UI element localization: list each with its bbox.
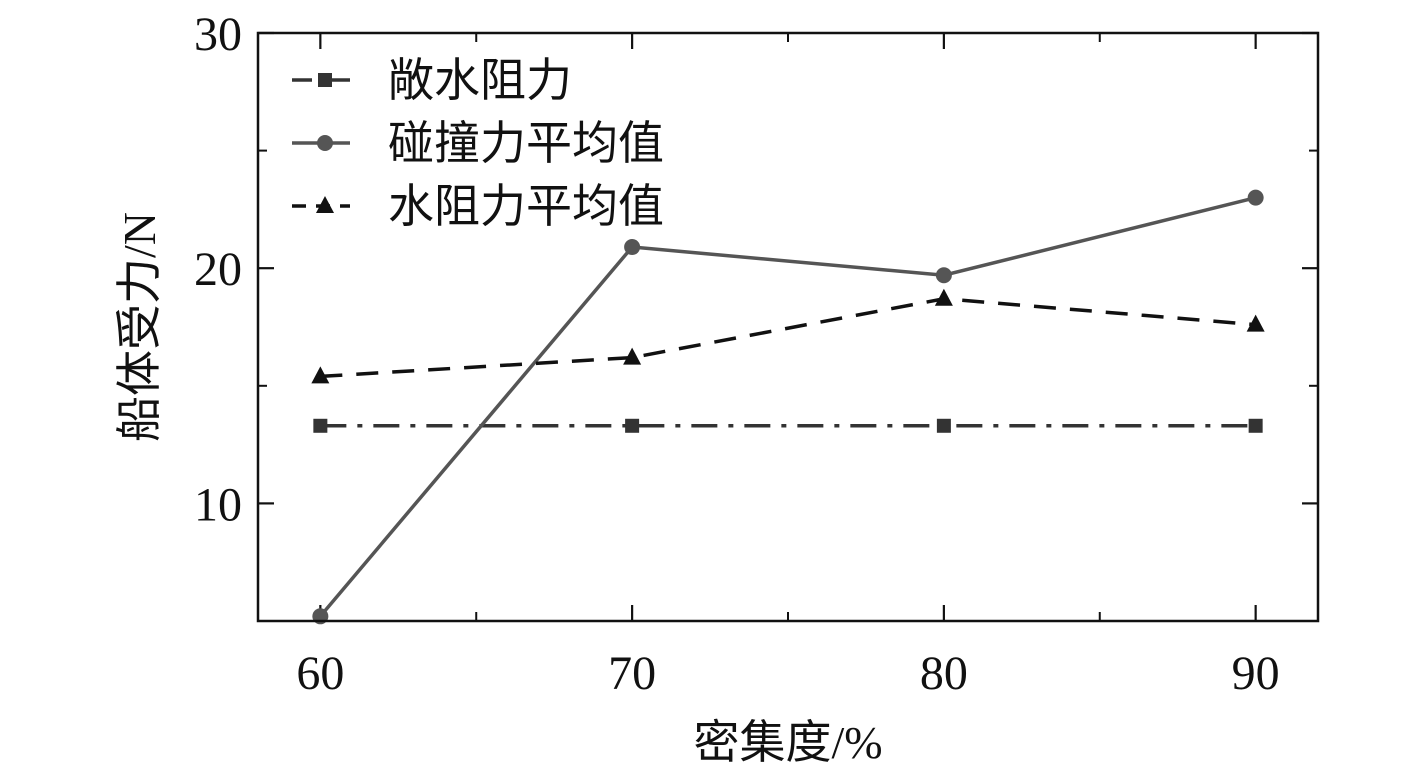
x-tick-label: 70 <box>608 647 656 700</box>
data-point <box>623 347 642 365</box>
data-point <box>624 239 641 256</box>
legend-label: 水阻力平均值 <box>388 181 664 232</box>
legend-item: 碰撞力平均值 <box>292 118 664 169</box>
legend-marker-swatch <box>316 196 334 213</box>
legend-item: 水阻力平均值 <box>292 181 664 232</box>
y-tick-label: 30 <box>194 8 242 61</box>
y-tick-label: 10 <box>194 478 242 531</box>
data-point <box>1247 189 1264 206</box>
series-layer <box>311 189 1265 625</box>
x-tick-label: 60 <box>296 647 344 700</box>
x-tick-label: 90 <box>1232 647 1280 700</box>
legend-label: 碰撞力平均值 <box>388 118 664 169</box>
legend-item: 敞水阻力 <box>292 55 572 106</box>
series-2 <box>312 189 1264 625</box>
data-point <box>1248 418 1263 433</box>
legend-marker-swatch <box>318 73 332 87</box>
x-axis-title: 密集度/% <box>693 717 882 768</box>
series-line <box>320 297 1256 379</box>
data-point <box>1246 314 1265 332</box>
series-3 <box>311 288 1265 384</box>
series-1 <box>313 418 1263 433</box>
series-line <box>319 195 1257 618</box>
y-axis-title: 船体受力/N <box>114 212 165 442</box>
y-tick-label: 20 <box>194 243 242 296</box>
data-point <box>625 418 640 433</box>
data-point <box>313 418 328 433</box>
legend-marker-swatch <box>317 135 333 151</box>
plot-frame <box>256 31 1320 623</box>
data-point <box>934 288 953 306</box>
data-point <box>936 418 951 433</box>
data-point <box>311 366 330 384</box>
legend-label: 敞水阻力 <box>388 55 572 106</box>
data-point <box>935 267 952 284</box>
x-tick-label: 80 <box>920 647 968 700</box>
tick-labels: 60 70 80 90 10 20 30 <box>194 8 1280 700</box>
